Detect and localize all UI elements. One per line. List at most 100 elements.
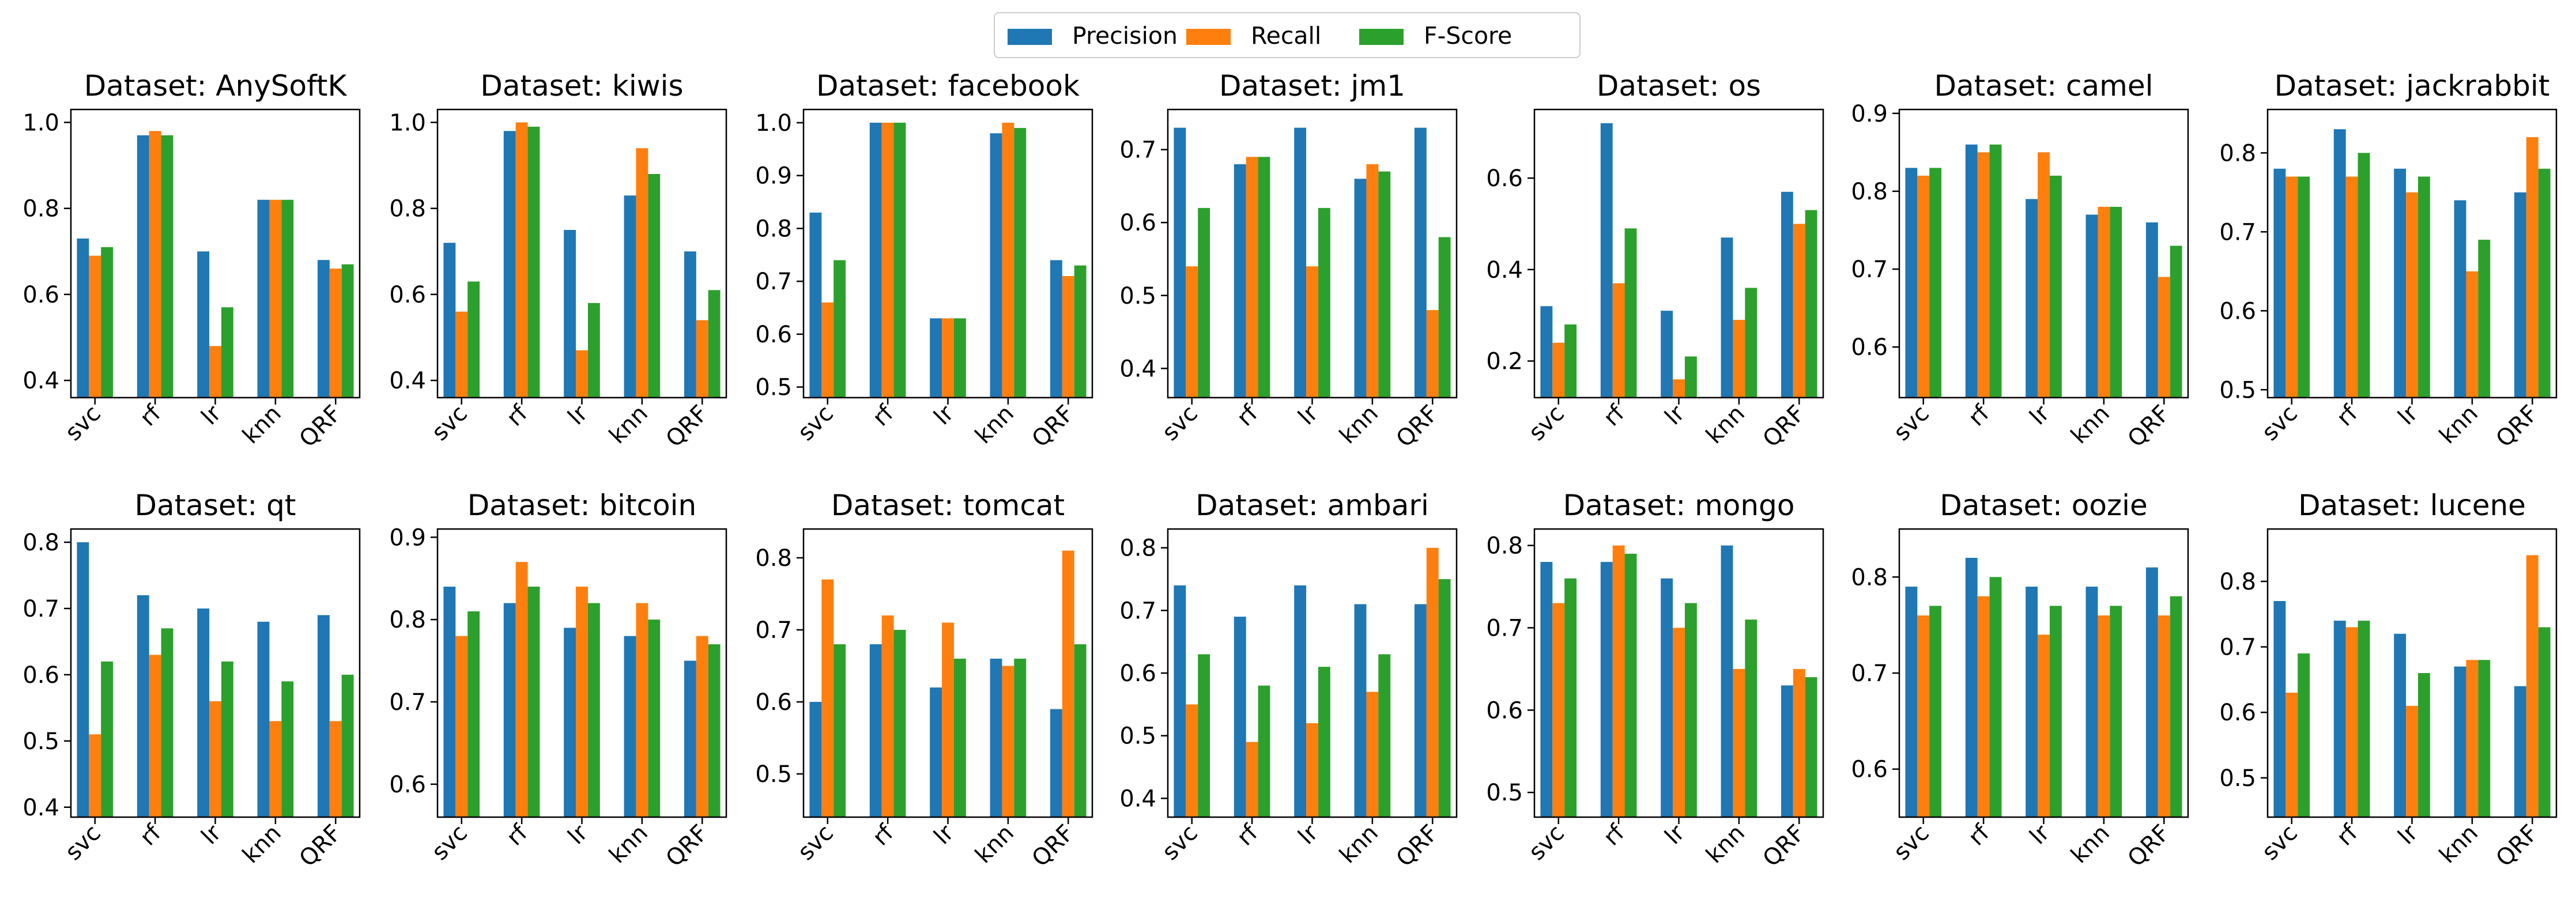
bar-p11-s0-c0 xyxy=(1540,562,1553,817)
bar-p0-s1-c2 xyxy=(209,346,221,398)
bar-p6-s0-c0 xyxy=(2273,168,2286,398)
panel-title-10: Dataset: ambari xyxy=(1195,489,1429,522)
ytick-label-p6-0: 0.5 xyxy=(2219,377,2256,403)
bar-p10-s1-c0 xyxy=(1186,704,1198,817)
bar-p4-s2-c3 xyxy=(1745,288,1757,398)
bar-p0-s1-c3 xyxy=(269,199,282,398)
bar-p8-s2-c1 xyxy=(527,587,540,817)
bar-p10-s0-c2 xyxy=(1294,585,1307,817)
bar-p6-s1-c3 xyxy=(2466,271,2479,398)
ytick-label-p6-3: 0.8 xyxy=(2219,140,2256,167)
bar-p3-s0-c2 xyxy=(1294,127,1307,398)
ytick-label-p9-2: 0.7 xyxy=(755,617,792,644)
bar-p8-s0-c2 xyxy=(564,628,576,817)
bar-p11-s1-c0 xyxy=(1552,603,1565,817)
legend-label-2: F-Score xyxy=(1424,22,1512,50)
bar-p5-s2-c4 xyxy=(2170,245,2182,398)
bar-p0-s1-c0 xyxy=(89,255,101,398)
bar-p5-s0-c3 xyxy=(2085,214,2098,398)
bar-p5-s0-c1 xyxy=(1965,144,1978,398)
bar-p6-s1-c4 xyxy=(2526,137,2539,398)
bar-p5-s2-c2 xyxy=(2049,175,2062,398)
ytick-label-p11-1: 0.6 xyxy=(1486,697,1523,724)
ytick-label-p9-3: 0.8 xyxy=(755,545,792,572)
ytick-label-p1-0: 0.4 xyxy=(389,368,426,394)
bar-p7-s2-c2 xyxy=(221,661,233,817)
bar-p4-s2-c4 xyxy=(1805,210,1817,398)
bar-p9-s2-c1 xyxy=(893,630,906,817)
bar-p0-s0-c2 xyxy=(197,251,210,398)
bar-p13-s2-c4 xyxy=(2538,627,2551,817)
ytick-label-p9-1: 0.6 xyxy=(755,689,792,716)
bar-p0-s2-c3 xyxy=(281,199,294,398)
bar-p3-s2-c1 xyxy=(1258,157,1270,398)
bar-p9-s1-c2 xyxy=(942,622,954,817)
ytick-label-p4-0: 0.2 xyxy=(1486,349,1523,375)
bar-p5-s0-c0 xyxy=(1905,168,1918,398)
bar-p2-s0-c1 xyxy=(869,122,882,398)
bar-p3-s1-c1 xyxy=(1246,157,1258,398)
bar-p5-s2-c0 xyxy=(1929,168,1942,398)
ytick-label-p11-2: 0.7 xyxy=(1486,615,1523,641)
bar-p2-s1-c4 xyxy=(1062,275,1074,398)
bar-p10-s2-c3 xyxy=(1378,654,1391,817)
bar-p8-s0-c1 xyxy=(503,603,516,817)
ytick-label-p5-3: 0.9 xyxy=(1851,101,1888,127)
ytick-label-p7-3: 0.7 xyxy=(22,596,59,622)
ytick-label-p12-1: 0.7 xyxy=(1851,660,1888,687)
panel-title-9: Dataset: tomcat xyxy=(831,489,1065,522)
bar-p7-s0-c1 xyxy=(137,595,149,817)
bar-p13-s1-c4 xyxy=(2526,555,2539,817)
bar-p8-s2-c3 xyxy=(648,619,661,817)
bar-p8-s0-c0 xyxy=(443,587,456,817)
bar-p6-s0-c1 xyxy=(2333,129,2346,398)
ytick-label-p2-5: 1.0 xyxy=(755,110,792,137)
bar-p1-s2-c2 xyxy=(587,303,600,398)
bar-p1-s1-c3 xyxy=(636,148,648,398)
bar-p10-s0-c3 xyxy=(1354,604,1367,817)
bar-p7-s0-c4 xyxy=(317,615,330,817)
bar-p0-s2-c4 xyxy=(341,264,354,398)
bar-p3-s0-c0 xyxy=(1174,127,1186,398)
legend-swatch-0 xyxy=(1008,29,1052,45)
bar-p12-s0-c1 xyxy=(1965,558,1978,817)
bar-p12-s1-c4 xyxy=(2158,615,2170,817)
bar-p7-s0-c2 xyxy=(197,608,210,817)
bar-p3-s1-c2 xyxy=(1306,266,1318,398)
bar-p8-s0-c3 xyxy=(624,636,636,817)
legend-label-1: Recall xyxy=(1251,22,1321,50)
bar-p2-s1-c3 xyxy=(1002,122,1014,398)
bar-p0-s0-c3 xyxy=(257,199,270,398)
ytick-label-p1-1: 0.6 xyxy=(389,282,426,308)
bar-p7-s0-c3 xyxy=(257,621,270,817)
bar-p12-s1-c3 xyxy=(2098,615,2110,817)
ytick-label-p10-3: 0.7 xyxy=(1119,598,1156,624)
bar-p9-s1-c4 xyxy=(1062,550,1074,817)
bar-p4-s1-c3 xyxy=(1733,320,1745,398)
bar-p11-s0-c1 xyxy=(1600,562,1613,817)
ytick-label-p0-0: 0.4 xyxy=(22,368,59,394)
bar-p4-s2-c0 xyxy=(1564,324,1577,398)
bar-p10-s0-c1 xyxy=(1234,617,1246,817)
bar-p4-s1-c0 xyxy=(1552,342,1565,398)
bar-p6-s2-c4 xyxy=(2538,168,2551,398)
ytick-label-p3-1: 0.5 xyxy=(1119,283,1156,309)
bar-p3-s1-c0 xyxy=(1186,266,1198,398)
bar-p2-s0-c4 xyxy=(1050,260,1062,398)
bar-p3-s2-c2 xyxy=(1318,207,1330,398)
bar-p2-s2-c4 xyxy=(1074,265,1087,398)
ytick-label-p0-2: 0.8 xyxy=(22,196,59,222)
panel-title-2: Dataset: facebook xyxy=(816,69,1080,103)
bar-p5-s1-c3 xyxy=(2098,206,2110,398)
bar-p3-s2-c4 xyxy=(1438,237,1451,398)
bar-p8-s1-c4 xyxy=(696,636,708,817)
bar-p6-s0-c4 xyxy=(2514,192,2526,398)
bar-p5-s0-c2 xyxy=(2026,199,2038,398)
